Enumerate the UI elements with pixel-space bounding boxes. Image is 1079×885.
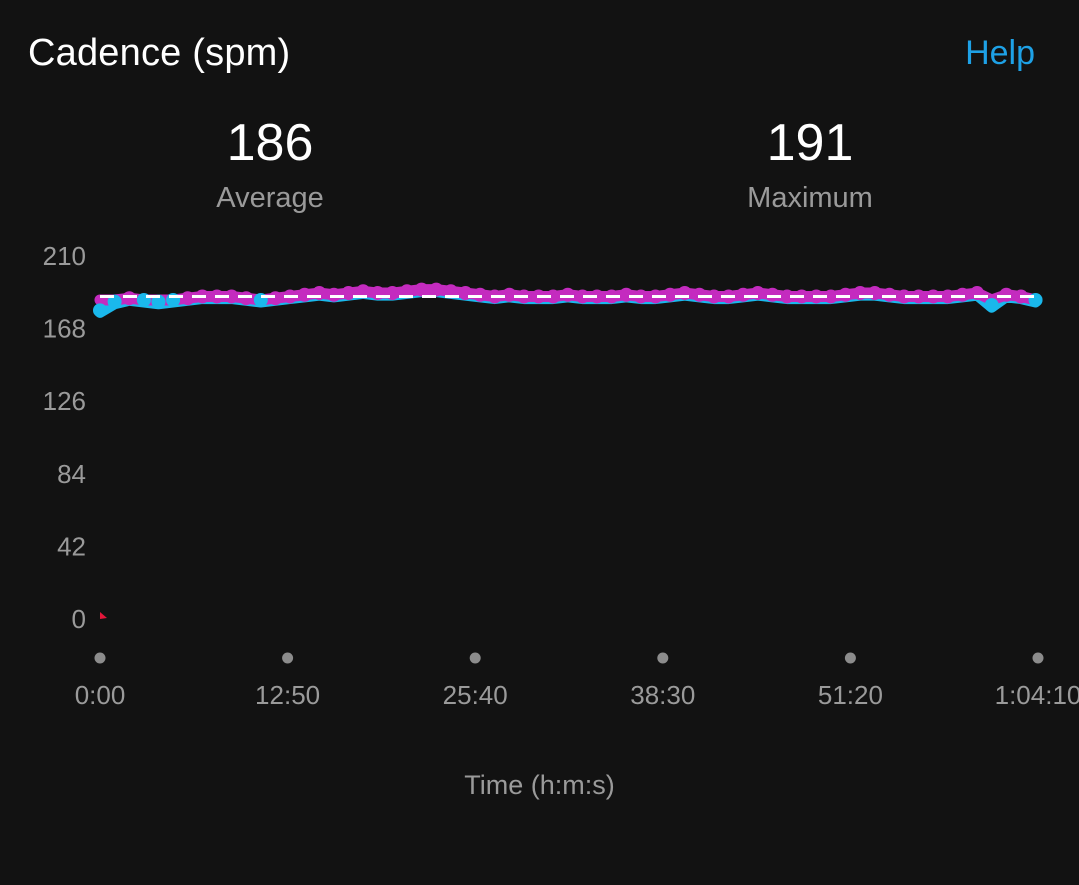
data-point xyxy=(414,282,429,297)
data-point xyxy=(940,289,955,304)
data-point xyxy=(151,294,166,309)
x-tick-label: 0:00 xyxy=(75,680,126,710)
average-stat: 186 Average xyxy=(120,112,420,218)
data-point xyxy=(326,287,341,302)
data-point xyxy=(429,282,444,297)
average-value: 186 xyxy=(226,114,314,172)
data-point xyxy=(107,294,122,309)
header: Cadence (spm) Help xyxy=(28,28,1035,84)
data-point xyxy=(780,289,795,304)
data-point xyxy=(224,289,239,304)
data-point xyxy=(692,287,707,302)
data-point xyxy=(984,298,999,313)
x-tick-label: 1:04:10 xyxy=(995,680,1079,710)
x-tick-label: 51:20 xyxy=(818,680,883,710)
x-tick-dot xyxy=(469,652,481,664)
data-point xyxy=(882,287,897,302)
data-point xyxy=(502,287,517,302)
x-tick-label: 25:40 xyxy=(443,680,508,710)
data-point xyxy=(619,287,634,302)
data-point xyxy=(897,289,911,304)
data-point xyxy=(765,287,780,302)
data-point xyxy=(736,287,751,302)
data-point xyxy=(297,287,312,302)
data-point xyxy=(341,286,356,301)
maximum-stat: 191 Maximum xyxy=(660,112,960,218)
y-tick-label: 84 xyxy=(57,459,86,489)
data-point xyxy=(356,284,371,299)
y-tick-label: 126 xyxy=(43,386,86,416)
data-point xyxy=(706,289,721,304)
data-point xyxy=(590,289,605,304)
data-point xyxy=(399,284,414,299)
x-axis-label: Time (h:m:s) xyxy=(464,770,615,800)
x-tick-dot xyxy=(844,652,856,664)
data-point xyxy=(122,291,137,306)
cadence-chart[interactable]: 210 168 126 84 42 0 0:00 12:50 25:40 38:30 51:20 1:… xyxy=(0,230,1079,830)
data-point xyxy=(663,287,678,302)
x-tick-dot xyxy=(94,652,106,664)
average-label: Average xyxy=(216,182,324,214)
data-point xyxy=(443,284,458,299)
y-tick-label: 0 xyxy=(72,604,86,634)
zero-marker xyxy=(100,612,107,619)
data-point xyxy=(823,289,838,304)
data-point xyxy=(268,291,283,306)
chart-svg[interactable]: 210 168 126 84 42 0 0:00 12:50 25:40 38:30 51:20 1:… xyxy=(0,230,1079,750)
x-tick-label: 12:50 xyxy=(255,680,320,710)
maximum-value: 191 xyxy=(766,114,854,172)
data-point xyxy=(473,287,488,302)
help-link[interactable]: Help xyxy=(965,34,1035,72)
x-tick-dot xyxy=(282,652,294,664)
data-point xyxy=(575,289,590,304)
data-point xyxy=(239,291,254,306)
maximum-label: Maximum xyxy=(747,182,873,214)
data-point xyxy=(560,287,575,302)
data-point xyxy=(180,291,195,306)
x-tick-label: 38:30 xyxy=(630,680,695,710)
stats-summary: 186 Average 191 Maximum xyxy=(0,112,1079,222)
data-point xyxy=(93,303,107,318)
data-point xyxy=(955,287,970,302)
x-tick-dot xyxy=(657,652,669,664)
page-title: Cadence (spm) xyxy=(28,32,291,74)
y-tick-label: 210 xyxy=(43,241,86,271)
data-point xyxy=(999,287,1014,302)
data-point xyxy=(838,287,853,302)
y-tick-label: 168 xyxy=(43,314,86,344)
data-point xyxy=(546,289,561,304)
y-tick-label: 42 xyxy=(57,531,86,561)
x-tick-dot xyxy=(1032,652,1044,664)
